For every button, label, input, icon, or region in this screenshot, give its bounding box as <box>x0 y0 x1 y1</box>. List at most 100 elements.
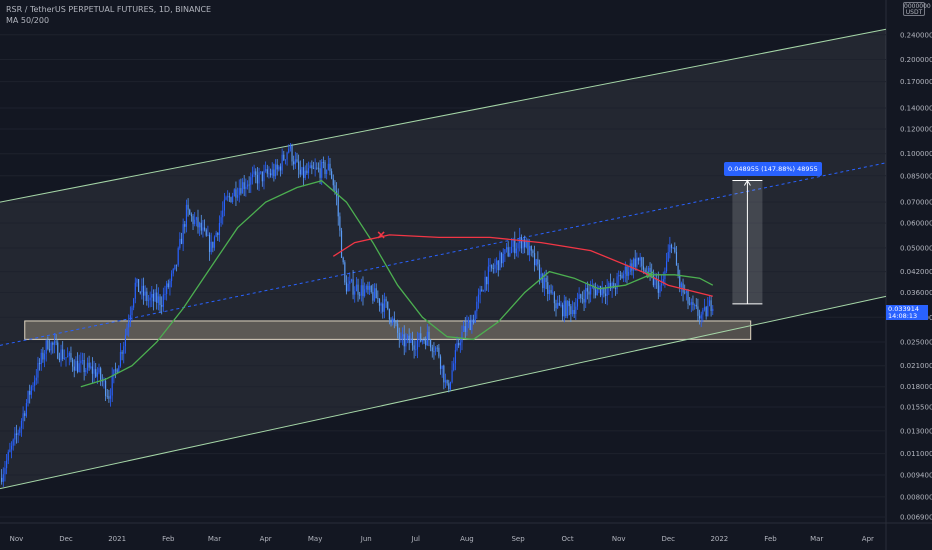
candle-body <box>27 391 29 404</box>
candle-body <box>296 159 298 162</box>
candle-body <box>265 169 267 171</box>
candle-body <box>679 275 681 288</box>
candle-body <box>496 260 498 265</box>
candle-body <box>420 333 422 342</box>
candle-body <box>171 273 173 281</box>
x-tick-label: 2022 <box>710 535 728 543</box>
channel-upper-line <box>0 28 887 203</box>
candle-body <box>385 299 387 302</box>
candle-body <box>316 167 318 169</box>
candle-body <box>494 264 496 269</box>
candle-body <box>350 279 353 282</box>
indicator-label[interactable]: MA 50/200 <box>6 16 50 25</box>
candle-body <box>585 288 587 303</box>
candle-body <box>430 340 432 348</box>
candle-body <box>426 331 428 346</box>
candle-body <box>303 167 305 178</box>
candle-body <box>281 154 283 171</box>
candle-body <box>446 380 448 384</box>
candle-body <box>199 222 201 228</box>
candle-body <box>425 340 427 346</box>
candle-body <box>581 298 583 299</box>
candle-body <box>458 343 460 346</box>
candle-body <box>326 169 328 174</box>
candle-body <box>477 294 480 302</box>
candle-body <box>401 334 404 337</box>
candle-body <box>32 385 34 387</box>
candle-body <box>555 303 557 309</box>
candle-body <box>392 318 394 324</box>
y-tick-label: 0.085000 <box>900 172 932 180</box>
channel-lower-line <box>0 295 887 490</box>
candle-body <box>258 172 260 184</box>
candle-body <box>93 369 95 374</box>
candle-body <box>195 217 197 220</box>
candle-body <box>286 152 288 160</box>
candle-body <box>454 350 456 364</box>
candle-body <box>705 307 707 317</box>
symbol-title[interactable]: RSR / TetherUS PERPETUAL FUTURES, 1D, BI… <box>6 5 212 14</box>
currency-unit-button[interactable]: 0000000 USDT <box>903 2 931 16</box>
last-price: 0.033914 <box>888 305 920 313</box>
x-tick-label: Sep <box>511 535 525 543</box>
candle-body <box>712 308 714 311</box>
candle-body <box>669 244 671 253</box>
candle-body <box>502 254 504 264</box>
candle-body <box>166 283 168 295</box>
candle-body <box>553 292 555 304</box>
candle-body <box>608 283 610 289</box>
candle-body <box>307 168 310 174</box>
candle-body <box>570 306 572 315</box>
candle-body <box>108 396 110 399</box>
candle-body <box>22 413 24 421</box>
candle-body <box>588 291 590 295</box>
y-tick-label: 0.008000 <box>900 493 932 501</box>
y-tick-label: 0.006900 <box>900 513 932 521</box>
candle-body <box>694 304 696 306</box>
candle-body <box>492 268 494 270</box>
x-tick-label: Jun <box>360 535 372 543</box>
candle-body <box>270 173 272 176</box>
candle-body <box>128 322 130 328</box>
x-tick-label: Nov <box>612 535 626 543</box>
candle-body <box>530 245 532 251</box>
x-tick-label: Nov <box>10 535 24 543</box>
candle-body <box>17 432 19 435</box>
candle-body <box>590 287 592 295</box>
candle-body <box>649 267 651 272</box>
candle-body <box>520 237 522 249</box>
candle-body <box>382 303 384 312</box>
candle-body <box>438 347 440 357</box>
candle-body <box>362 285 364 297</box>
candle-body <box>187 204 189 210</box>
candle-body <box>301 167 303 175</box>
candle-body <box>637 257 640 261</box>
candle-body <box>500 252 503 264</box>
candle-body <box>248 184 250 186</box>
candle-body <box>141 285 143 293</box>
candle-body <box>601 287 603 296</box>
candle-body <box>175 264 178 266</box>
candle-body <box>95 369 97 377</box>
candle-body <box>161 305 163 307</box>
candle-body <box>372 292 374 301</box>
y-tick-label: 0.050000 <box>900 244 932 252</box>
candle-body <box>406 335 409 339</box>
candle-body <box>364 289 366 297</box>
y-tick-label: 0.036000 <box>900 289 932 297</box>
candle-body <box>240 188 242 194</box>
candle-body <box>441 365 443 369</box>
candle-body <box>609 283 612 289</box>
candle-body <box>207 234 209 236</box>
candle-body <box>30 386 32 395</box>
candle-body <box>603 287 605 294</box>
y-tick-label: 0.120000 <box>900 125 932 133</box>
candle-body <box>491 264 493 269</box>
candle-body <box>139 291 141 293</box>
candle-body <box>377 298 379 300</box>
candle-body <box>76 361 79 373</box>
x-tick-label: Jul <box>411 535 421 543</box>
candle-body <box>327 163 329 170</box>
